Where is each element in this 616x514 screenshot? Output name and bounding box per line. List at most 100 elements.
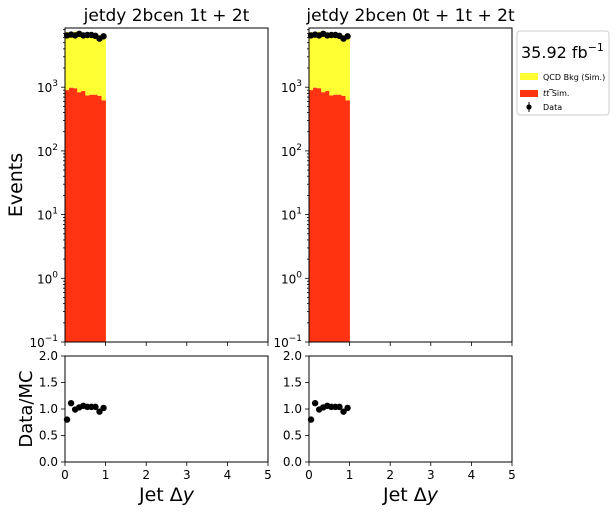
ratio-x-tick-label: 0 <box>305 468 313 482</box>
y-tick-label: 101 <box>281 207 302 223</box>
x-axis-label-var: y <box>182 484 195 506</box>
ttbar-bar <box>341 95 346 342</box>
qcd-bar <box>313 32 318 88</box>
ratio-x-tick-label: 3 <box>183 468 191 482</box>
ttbar-rest: Sim. <box>549 89 569 98</box>
panel-1: jetdy 2bcen 1t + 2t10−1100101102103Event… <box>5 6 272 506</box>
ratio-point <box>92 403 99 411</box>
ratio-y-tick-label: 0.5 <box>39 429 58 443</box>
y-tick-base: 10 <box>273 336 288 350</box>
ratio-x-tick-label: 2 <box>142 468 150 482</box>
ttbar-bar <box>73 88 78 342</box>
ratio-x-tick-label: 2 <box>386 468 394 482</box>
qcd-bar <box>93 33 98 95</box>
ratio-x-tick-label: 4 <box>468 468 476 482</box>
y-tick-base: 10 <box>281 209 296 223</box>
y-tick-base: 10 <box>281 81 296 95</box>
ratio-point <box>67 399 75 407</box>
ttbar-bar <box>321 92 326 342</box>
ratio-y-tick-label: 1.5 <box>39 376 58 390</box>
ttbar-bar <box>333 94 338 342</box>
lumi-label: 35.92 fb−1 <box>521 41 604 62</box>
y-tick-base: 10 <box>281 272 296 286</box>
legend: 35.92 fb−1 QCD Bkg (Sim.) tt Sim. Data <box>516 30 610 116</box>
qcd-bar <box>77 31 82 93</box>
y-tick-exp: 2 <box>296 143 302 153</box>
ratio-point <box>340 408 347 415</box>
qcd-bar <box>321 31 326 93</box>
panel-2: jetdy 2bcen 0t + 1t + 2t10−1100101102103… <box>273 6 515 506</box>
x-axis-label: Jet Δy <box>382 484 439 506</box>
qcd-bar <box>317 31 322 89</box>
y-tick-base: 10 <box>37 209 52 223</box>
qcd-bar <box>89 33 94 95</box>
y-tick-label: 103 <box>281 79 302 95</box>
ratio-y-tick-label: 0.0 <box>39 455 58 469</box>
ttbar-bar <box>309 90 314 342</box>
ratio-x-tick-label: 5 <box>264 468 272 482</box>
data-point <box>100 33 107 40</box>
ratio-y-tick-label: 1.0 <box>39 402 58 416</box>
y-tick-label: 103 <box>37 79 58 95</box>
y-tick-label: 102 <box>37 143 58 159</box>
ratio-x-tick-label: 4 <box>224 468 232 482</box>
data-point <box>344 33 351 40</box>
chart-title: jetdy 2bcen 1t + 2t <box>83 6 250 26</box>
y-tick-exp: −1 <box>45 334 58 344</box>
ratio-point <box>344 404 351 412</box>
y-tick-base: 10 <box>37 81 52 95</box>
qcd-bar <box>325 33 330 92</box>
ratio-y-tick-label: 2.0 <box>283 349 302 363</box>
y-tick-exp: 3 <box>296 79 302 89</box>
qcd-bar <box>97 35 102 96</box>
ttbar-bar <box>101 100 106 342</box>
ttbar-bar <box>77 92 82 342</box>
legend-swatch-qcd <box>520 73 538 80</box>
qcd-bar <box>65 32 70 91</box>
y-tick-label: 100 <box>281 270 302 286</box>
ttbar-t: t <box>543 89 547 98</box>
qcd-bar <box>69 32 74 88</box>
ratio-point <box>96 408 103 415</box>
ttbar-bar <box>89 94 94 342</box>
qcd-bar <box>345 35 350 101</box>
y-tick-label: 102 <box>281 143 302 159</box>
y-tick-label: 101 <box>37 207 58 223</box>
ratio-point <box>100 404 107 412</box>
qcd-bar <box>85 33 90 96</box>
ttbar-bar <box>329 95 334 342</box>
ratio-x-tick-label: 1 <box>346 468 354 482</box>
ratio-x-tick-label: 0 <box>61 468 69 482</box>
ttbar-bar <box>85 95 90 342</box>
ratio-y-tick-label: 1.5 <box>283 376 302 390</box>
ttbar-bar <box>97 95 102 342</box>
ttbar-bar <box>65 90 70 342</box>
qcd-bar <box>101 35 106 101</box>
legend-swatch-ttbar <box>520 90 538 97</box>
ttbar-bar <box>313 87 318 343</box>
qcd-bar <box>337 33 342 95</box>
qcd-bar <box>341 35 346 96</box>
ratio-y-axis-label: Data/MC <box>16 370 37 447</box>
y-tick-base: 10 <box>37 145 52 159</box>
y-tick-base: 10 <box>29 336 44 350</box>
y-tick-exp: 1 <box>296 207 302 217</box>
y-axis-label: Events <box>5 153 27 217</box>
ttbar-t-bar: t <box>546 89 550 98</box>
qcd-bar <box>73 31 78 89</box>
y-tick-exp: 0 <box>296 270 302 280</box>
y-tick-exp: 2 <box>52 143 58 153</box>
y-tick-label: 100 <box>37 270 58 286</box>
x-axis-label-var: y <box>426 484 439 506</box>
ratio-y-tick-label: 1.0 <box>283 402 302 416</box>
y-tick-label: 10−1 <box>273 334 302 350</box>
y-tick-exp: 3 <box>52 79 58 89</box>
ratio-y-tick-label: 0.5 <box>283 429 302 443</box>
y-tick-base: 10 <box>281 145 296 159</box>
main-frame <box>64 27 269 343</box>
qcd-bar <box>333 33 338 95</box>
lumi-exp: −1 <box>588 41 604 54</box>
ttbar-bar <box>69 87 74 343</box>
legend-frame <box>516 30 610 116</box>
